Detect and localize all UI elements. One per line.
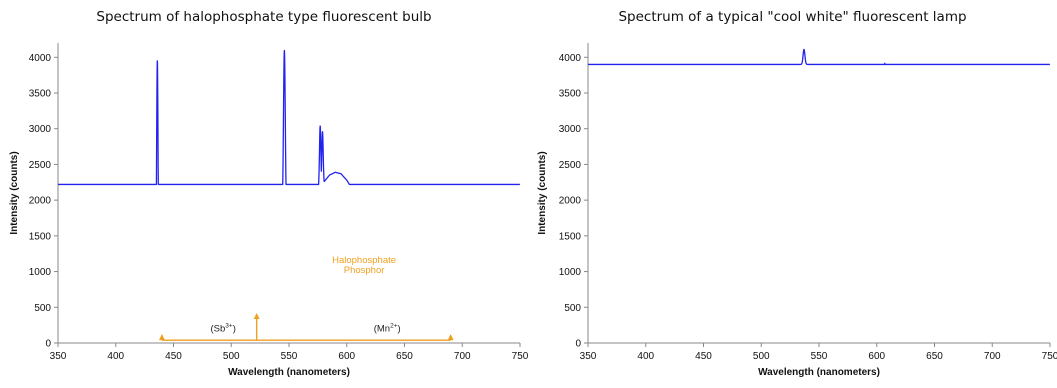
chart-panel-left: Spectrum of halophosphate type fluoresce… — [0, 0, 528, 388]
spectrum-line — [57, 49, 521, 186]
x-tick-label: 650 — [926, 351, 943, 362]
spectrum-line — [587, 48, 1051, 66]
x-tick-label: 700 — [984, 351, 1001, 362]
y-tick-label: 4000 — [559, 53, 582, 64]
phosphor-label-line2: Phosphor — [344, 265, 385, 276]
y-tick-label: 2000 — [559, 196, 582, 207]
y-tick-label: 0 — [45, 339, 51, 350]
x-tick-label: 550 — [811, 351, 828, 362]
y-tick-label: 2000 — [29, 196, 52, 207]
sb-band-label: (Sb3+) — [210, 323, 235, 335]
y-tick-label: 2500 — [559, 160, 582, 171]
y-tick-label: 1500 — [29, 231, 52, 242]
y-tick-label: 0 — [575, 339, 581, 350]
x-tick-label: 600 — [868, 351, 885, 362]
y-tick-label: 1000 — [29, 267, 52, 278]
y-tick-label: 500 — [564, 303, 581, 314]
x-tick-label: 650 — [396, 351, 413, 362]
x-tick-label: 750 — [512, 351, 528, 362]
y-tick-label: 1500 — [559, 231, 582, 242]
y-tick-label: 2500 — [29, 160, 52, 171]
y-tick-label: 4000 — [29, 53, 52, 64]
x-tick-label: 600 — [338, 351, 355, 362]
chart-right-svg: 0 500 1000 1500 2000 2500 3000 3500 4000 350 400 45… — [537, 43, 1057, 378]
x-tick-label: 500 — [753, 351, 770, 362]
chart-left-svg: 0 500 1000 1500 2000 2500 3000 3500 4000 350 400 45… — [9, 43, 528, 378]
x-axis-label: Wavelength (nanometers) — [758, 367, 880, 378]
y-tick-label: 3500 — [29, 89, 52, 100]
x-tick-label: 450 — [695, 351, 712, 362]
x-tick-label: 400 — [637, 351, 654, 362]
y-tick-label: 3500 — [559, 89, 582, 100]
x-tick-label: 750 — [1042, 351, 1057, 362]
y-axis-label: Intensity (counts) — [537, 151, 548, 234]
x-tick-label: 500 — [223, 351, 240, 362]
x-axis-label: Wavelength (nanometers) — [228, 367, 350, 378]
chart-panel-right: Spectrum of a typical "cool white" fluor… — [528, 0, 1057, 388]
x-tick-label: 550 — [281, 351, 298, 362]
x-tick-label: 400 — [107, 351, 124, 362]
y-axis-label: Intensity (counts) — [9, 151, 20, 234]
x-tick-label: 350 — [580, 351, 597, 362]
x-tick-label: 700 — [454, 351, 471, 362]
y-tick-label: 1000 — [559, 267, 582, 278]
y-tick-label: 3000 — [559, 124, 582, 135]
chart-title-left: Spectrum of halophosphate type fluoresce… — [96, 9, 432, 25]
y-tick-label: 500 — [34, 303, 51, 314]
chart-title-right: Spectrum of a typical "cool white" fluor… — [618, 9, 967, 25]
y-tick-label: 3000 — [29, 124, 52, 135]
bracket-center-arrowhead — [253, 313, 260, 319]
mn-band-label: (Mn2+) — [374, 323, 401, 335]
x-tick-label: 450 — [165, 351, 182, 362]
x-tick-label: 350 — [50, 351, 67, 362]
phosphor-label-line1: Halophosphate — [332, 255, 396, 266]
